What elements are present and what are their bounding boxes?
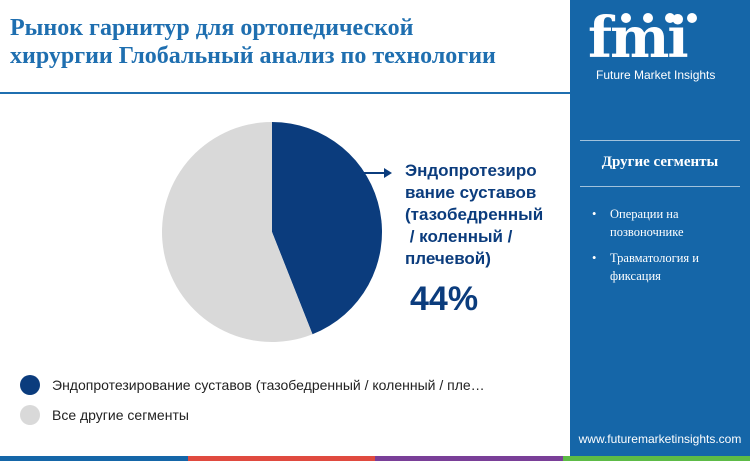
sidebar-item: • Операции на позвоночнике: [592, 205, 742, 241]
legend-label: Все другие сегменты: [52, 407, 189, 423]
bar-segment-blue: [0, 456, 188, 461]
title-divider: [0, 92, 570, 94]
callout-line-2: вание суставов: [405, 183, 537, 202]
legend-label: Эндопротезирование суставов (тазобедренн…: [52, 377, 485, 393]
sidebar-divider-top: [580, 140, 740, 141]
bullet-icon: •: [592, 251, 597, 265]
logo-text: fmi: [588, 5, 689, 71]
sidebar-panel: fmi Future Market Insights Другие сегмен…: [570, 0, 750, 461]
sidebar-list: • Операции на позвоночнике • Травматология…: [592, 205, 742, 293]
callout-line-1: Эндопротезиро: [405, 161, 537, 180]
bullet-icon: •: [592, 207, 597, 221]
callout-value: 44%: [410, 280, 479, 318]
sidebar-title: Другие сегменты: [601, 154, 719, 170]
legend-swatch: [20, 405, 40, 425]
pie-chart: [161, 122, 392, 343]
page-title: Рынок гарнитур для ортопедической хирург…: [10, 14, 565, 70]
logo-subtitle: Future Market Insights: [596, 68, 716, 82]
callout-line-3: (тазобедренный: [405, 205, 544, 224]
callout-line-5: плечевой): [405, 249, 491, 268]
callout-arrow: [358, 168, 392, 178]
sidebar-divider-bottom: [580, 186, 740, 187]
sidebar-item-label: Травматология и фиксация: [610, 251, 699, 283]
legend-item-other-segments: Все другие сегменты: [20, 400, 485, 430]
title-line-1: Рынок гарнитур для ортопедической: [10, 15, 414, 41]
legend-swatch: [20, 375, 40, 395]
callout-line-4: / коленный /: [405, 227, 513, 246]
callout-label: Эндопротезиро вание суставов (тазобедрен…: [405, 160, 570, 270]
chart-legend: Эндопротезирование суставов (тазобедренн…: [20, 370, 485, 430]
globe-icon: [621, 13, 697, 23]
sidebar-item: • Травматология и фиксация: [592, 249, 742, 285]
bottom-color-bar: [0, 456, 750, 461]
bar-segment-purple: [375, 456, 563, 461]
pie-slice-other-segments: [161, 122, 313, 343]
bar-segment-green: [562, 456, 750, 461]
legend-item-joint-replacement: Эндопротезирование суставов (тазобедренн…: [20, 370, 485, 400]
website-link[interactable]: www.futuremarketinsights.com: [578, 432, 742, 446]
sidebar-item-label: Операции на позвоночнике: [610, 207, 684, 239]
fmi-logo: fmi Future Market Insights: [588, 10, 738, 85]
bar-segment-red: [187, 456, 375, 461]
chart-panel: Рынок гарнитур для ортопедической хирург…: [0, 14, 570, 430]
title-line-2: хирургии Глобальный анализ по технологии: [10, 43, 496, 69]
pie-slice-joint-replacement: [272, 122, 382, 335]
